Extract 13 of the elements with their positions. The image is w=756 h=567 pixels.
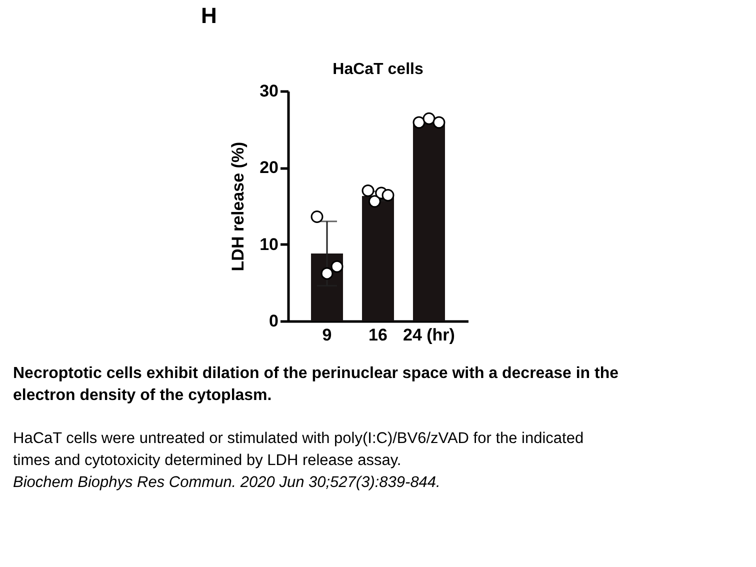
- y-tick-label: 0: [269, 312, 278, 330]
- text: H: [201, 3, 217, 28]
- text: Biochem Biophys Res Commun. 2020 Jun 30;527(3):839-844.: [13, 474, 440, 491]
- x-tick-label: 16: [368, 326, 388, 344]
- x-tick-label: 24 (hr): [403, 326, 455, 344]
- y-axis-title: LDH release (%): [228, 142, 248, 272]
- y-tick-label: 30: [260, 82, 278, 100]
- text: HaCaT cells were untreated or stimulated with poly(I:C)/BV6/zVAD for the indicated times and cytotoxicity determined by LDH release assay.: [13, 430, 584, 469]
- y-tick-label: 20: [260, 158, 278, 178]
- x-tick-label: 9: [322, 326, 332, 344]
- y-tick-label: 10: [260, 234, 278, 254]
- text: Necroptotic cells exhibit dilation of the perinuclear space with a decrease in the electron density of the cytoplasm.: [13, 365, 619, 404]
- chart-title: HaCaT cells: [332, 61, 424, 78]
